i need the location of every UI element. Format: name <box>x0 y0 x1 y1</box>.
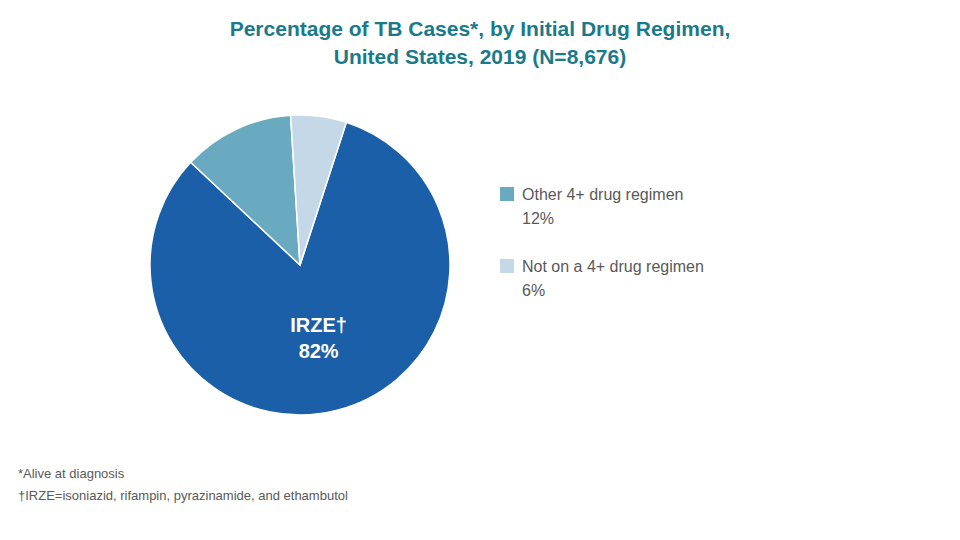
slice-label: Other 4+ drug regimen <box>522 186 683 203</box>
footnote: †IRZE=isoniazid, rifampin, pyrazinamide,… <box>18 488 348 503</box>
pie <box>150 115 450 415</box>
data-label: 82% <box>299 340 339 362</box>
pie-slice <box>291 115 347 265</box>
data-label: 12% <box>522 210 554 227</box>
labels: IRZE† 82% Other 4+ drug regimen 12% Not on a… <box>290 186 704 362</box>
chart: Percentage of TB Cases*, by Initial Drug… <box>0 0 960 540</box>
footnote: *Alive at diagnosis <box>18 466 125 481</box>
slice-label: Not on a 4+ drug regimen <box>522 258 704 275</box>
label-swatch <box>500 187 514 201</box>
title: Percentage of TB Cases*, by Initial Drug… <box>230 17 731 40</box>
data-label: 6% <box>522 282 545 299</box>
label-swatch <box>500 259 514 273</box>
chart-container: Percentage of TB Cases*, by Initial Drug… <box>0 0 960 540</box>
pie-slice <box>191 115 300 265</box>
slice-label: IRZE† <box>290 314 347 336</box>
subtitle: United States, 2019 (N=8,676) <box>334 45 626 68</box>
